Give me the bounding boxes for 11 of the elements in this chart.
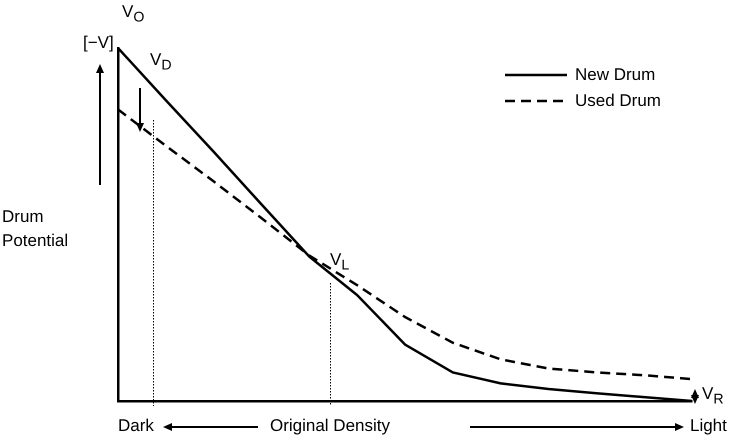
annotation: V$_{D}$ — [150, 50, 172, 74]
annotation: V$_{L}$ — [330, 250, 350, 274]
y-axis-title: Drum Potential — [2, 206, 70, 252]
x-axis-title: Original Density — [270, 416, 390, 436]
text: V$_{R}$ — [702, 384, 724, 408]
text: [−V] — [83, 33, 114, 53]
text: Light — [690, 416, 727, 436]
text: V$_{O}$ — [122, 2, 144, 26]
legend-label: New Drum — [575, 65, 656, 85]
legend-label: Used Drum — [575, 91, 661, 111]
text: Dark — [118, 416, 154, 436]
